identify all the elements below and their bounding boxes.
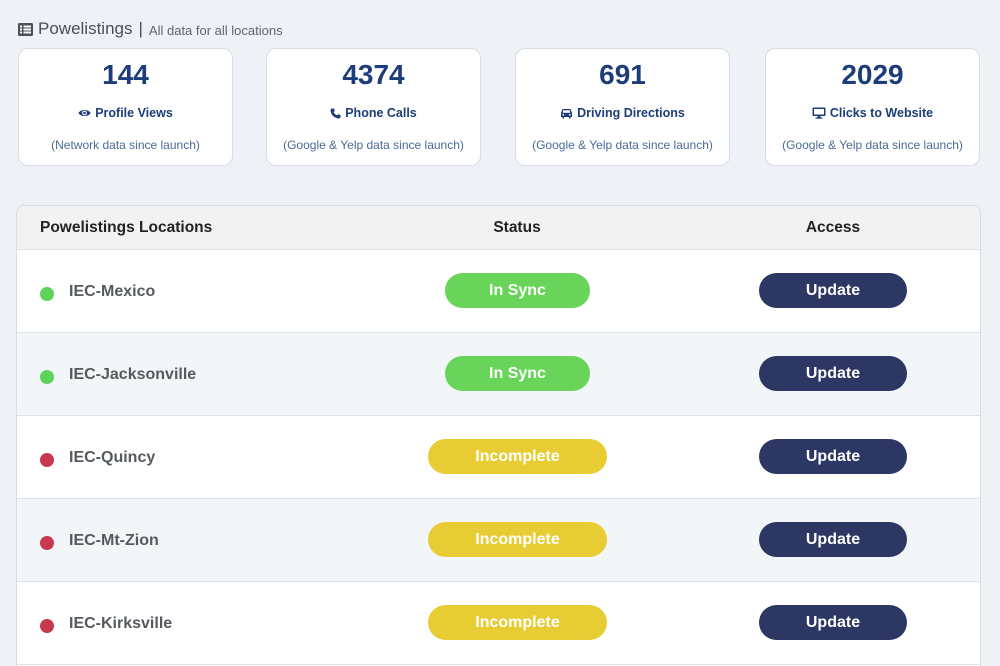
status-badge: Incomplete [428,605,607,640]
page-header: Powelistings | All data for all location… [18,17,283,41]
status-indicator-dot [40,370,54,384]
locations-table: Powelistings Locations Status Access IEC… [16,205,981,666]
eye-icon [78,110,91,116]
table-row: IEC-Mexico In Sync Update [17,250,980,333]
monitor-icon [812,107,826,119]
status-indicator-dot [40,619,54,633]
stat-note: (Network data since launch) [51,138,200,152]
location-name: IEC-Quincy [69,449,156,466]
page-title: Powelistings [38,19,133,38]
location-name: IEC-Mexico [69,283,156,300]
table-row: IEC-Kirksville Incomplete Update [17,582,980,665]
stat-note: (Google & Yelp data since launch) [532,138,713,152]
stat-card-clicks-to-website: 2029 Clicks to Website (Google & Yelp da… [765,48,980,166]
table-row: IEC-Mt-Zion Incomplete Update [17,499,980,582]
status-badge: Incomplete [428,439,607,474]
table-header: Powelistings Locations Status Access [17,206,980,250]
stat-card-phone-calls: 4374 Phone Calls (Google & Yelp data sin… [266,48,481,166]
list-icon [18,22,33,36]
status-badge: Incomplete [428,522,607,557]
stat-note: (Google & Yelp data since launch) [782,138,963,152]
stat-card-profile-views: 144 Profile Views (Network data since la… [18,48,233,166]
location-name: IEC-Mt-Zion [69,532,159,549]
stat-label: Profile Views [95,106,173,120]
title-separator: | [138,19,143,38]
status-indicator-dot [40,287,54,301]
table-row: IEC-Jacksonville In Sync Update [17,333,980,416]
page-subtitle: All data for all locations [148,22,283,38]
status-indicator-dot [40,453,54,467]
car-icon [561,108,573,118]
status-indicator-dot [40,536,54,550]
stat-card-driving-directions: 691 Driving Directions (Google & Yelp da… [515,48,730,166]
stat-value: 691 [599,59,646,90]
table-row: IEC-Quincy Incomplete Update [17,416,980,499]
location-name: IEC-Kirksville [69,615,173,632]
stat-value: 4374 [342,59,405,90]
update-button[interactable]: Update [759,273,907,308]
stat-label: Phone Calls [345,106,417,120]
stat-label: Driving Directions [577,106,685,120]
column-header-status: Status [493,219,541,236]
stat-value: 2029 [841,59,904,90]
update-button[interactable]: Update [759,439,907,474]
column-header-locations: Powelistings Locations [40,219,213,236]
update-button[interactable]: Update [759,522,907,557]
stat-note: (Google & Yelp data since launch) [283,138,464,152]
update-button[interactable]: Update [759,605,907,640]
phone-icon [330,108,341,118]
location-name: IEC-Jacksonville [69,366,197,383]
status-badge: In Sync [445,273,590,308]
update-button[interactable]: Update [759,356,907,391]
status-badge: In Sync [445,356,590,391]
stat-value: 144 [102,59,149,90]
column-header-access: Access [805,219,861,236]
stat-label: Clicks to Website [829,106,934,120]
